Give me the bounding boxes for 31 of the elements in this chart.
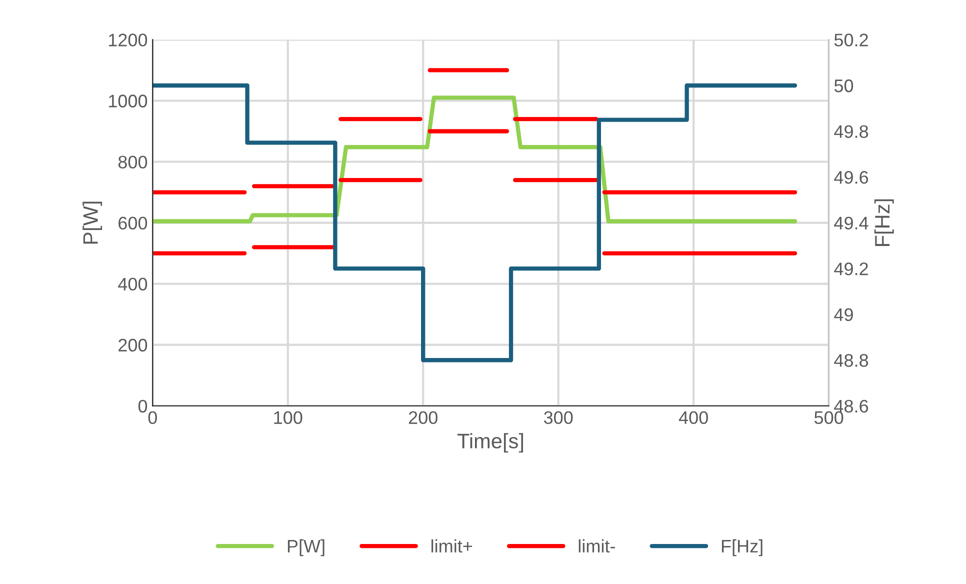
y-tick-label: 800 [118,156,148,168]
x-tick-label: 100 [274,411,302,424]
y2-tick-label: 49.2 [834,262,868,276]
y2-tick-label: 49 [834,308,853,322]
y-tick-label: 1200 [108,34,148,46]
y2-tick-label: 49.8 [834,125,868,138]
x-tick-label: 400 [678,411,708,424]
legend-label: F[Hz] [722,539,762,556]
y-tick-label: 400 [118,278,148,291]
legend-label: limit- [578,539,615,553]
y2-tick-label: 48.6 [834,400,868,413]
y-tick-label: 1000 [108,94,148,108]
x-tick-label: 0 [148,411,157,424]
y2-tick-label: 49.4 [834,216,868,230]
y2-tick-label: 48.8 [834,354,868,367]
y2-tick-label: 50 [834,79,854,92]
y2-tick-label: 50.2 [834,34,868,46]
y2-axis-title: F[Hz] [874,199,894,246]
x-tick-label: 200 [408,411,438,424]
y2-tick-label: 49.6 [834,170,868,184]
y-tick-label: 0 [138,400,148,413]
line-series [152,83,798,362]
y-axis-title: P[W] [82,202,102,244]
x-axis-title: Time[s] [457,433,523,453]
y-tick-label: 600 [118,216,148,230]
x-tick-label: 300 [544,411,573,424]
legend-label: P[W] [288,539,324,556]
line-series [152,96,798,224]
x-tick-label: 500 [814,411,844,424]
y-tick-label: 200 [118,338,148,352]
legend-label: limit+ [432,539,472,553]
